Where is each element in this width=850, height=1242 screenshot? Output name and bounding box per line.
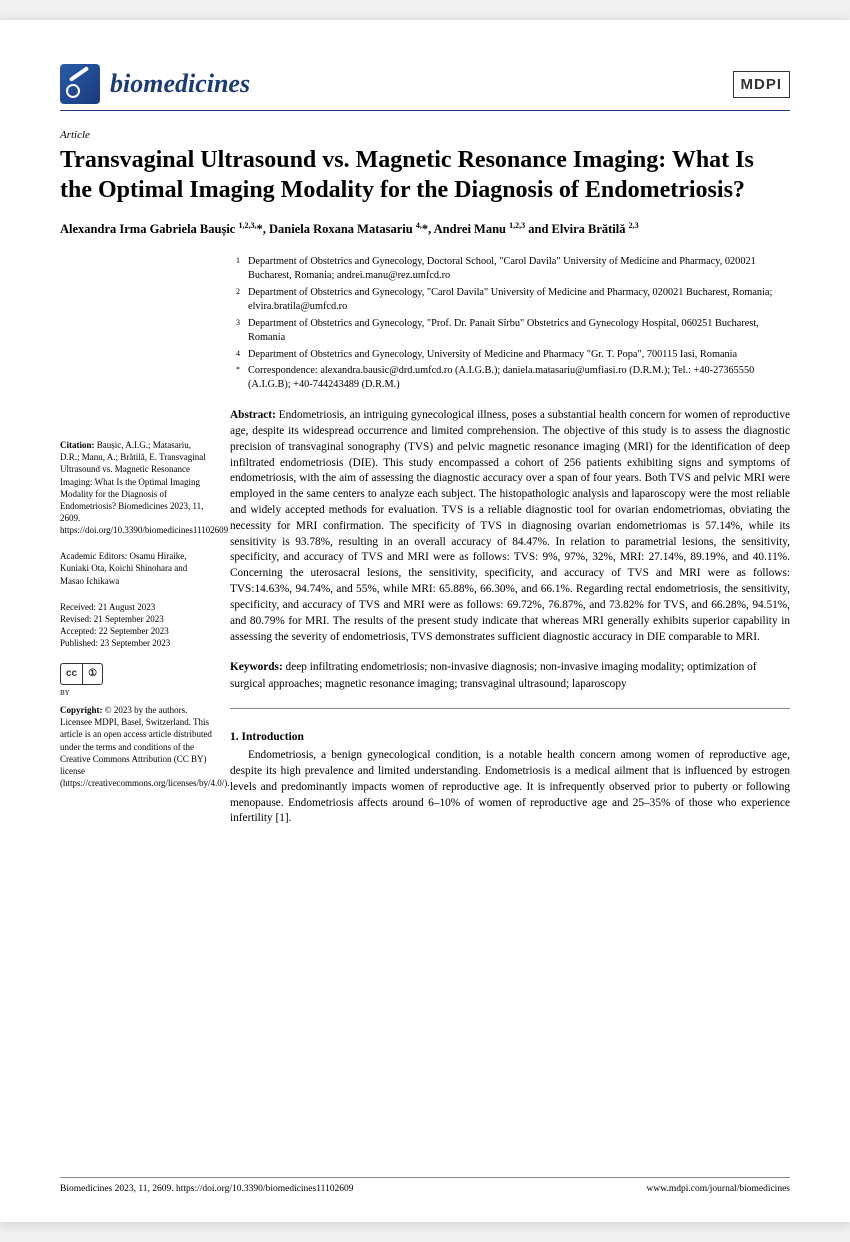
affiliations-list: 1 Department of Obstetrics and Gynecology… (230, 255, 790, 392)
accepted-date: Accepted: 22 September 2023 (60, 625, 212, 637)
citation-label: Citation: (60, 440, 95, 450)
journal-logo-icon (60, 64, 100, 104)
abstract-label: Abstract: (230, 409, 276, 421)
footer-left: Biomedicines 2023, 11, 2609. https://doi… (60, 1184, 354, 1194)
affiliation-text: Department of Obstetrics and Gynecology,… (248, 348, 737, 362)
by-icon: ① (82, 664, 102, 684)
affiliation-item: 2 Department of Obstetrics and Gynecology… (230, 286, 790, 314)
affiliation-item: * Correspondence: alexandra.bausic@drd.um… (230, 364, 790, 392)
sidebar: Citation: Baușic, A.I.G.; Matasariu, D.R… (60, 255, 212, 827)
abstract: Abstract: Endometriosis, an intriguing g… (230, 408, 790, 645)
section-1-body: Endometriosis, a benign gynecological co… (230, 748, 790, 827)
editors-label: Academic Editors: (60, 551, 127, 561)
affiliation-text: Department of Obstetrics and Gynecology,… (248, 255, 790, 283)
published-date: Published: 23 September 2023 (60, 637, 212, 649)
article-type: Article (60, 129, 790, 141)
license-block: cc ① BY Copyright: © 2023 by the authors… (60, 663, 212, 789)
page-footer: Biomedicines 2023, 11, 2609. https://doi… (60, 1177, 790, 1194)
cc-icon: cc (61, 664, 82, 684)
copyright-label: Copyright: (60, 705, 103, 715)
affiliation-item: 1 Department of Obstetrics and Gynecology… (230, 255, 790, 283)
affiliation-marker: * (230, 364, 240, 392)
keywords: Keywords: deep infiltrating endometriosi… (230, 659, 790, 709)
affiliation-item: 3 Department of Obstetrics and Gynecology… (230, 317, 790, 345)
citation-text: Baușic, A.I.G.; Matasariu, D.R.; Manu, A… (60, 440, 228, 535)
affiliation-text: Correspondence: alexandra.bausic@drd.umf… (248, 364, 790, 392)
keywords-text: deep infiltrating endometriosis; non-inv… (230, 661, 757, 689)
authors-line: Alexandra Irma Gabriela Baușic 1,2,3,*, … (60, 221, 790, 237)
citation-block: Citation: Baușic, A.I.G.; Matasariu, D.R… (60, 439, 212, 536)
footer-right: www.mdpi.com/journal/biomedicines (647, 1184, 790, 1194)
copyright-text: © 2023 by the authors. Licensee MDPI, Ba… (60, 705, 230, 788)
received-date: Received: 21 August 2023 (60, 601, 212, 613)
affiliation-text: Department of Obstetrics and Gynecology,… (248, 317, 790, 345)
keywords-label: Keywords: (230, 661, 283, 673)
affiliation-marker: 4 (230, 348, 240, 362)
revised-date: Revised: 21 September 2023 (60, 613, 212, 625)
publisher-badge: MDPI (733, 71, 791, 98)
page: biomedicines MDPI Article Transvaginal U… (0, 20, 850, 1222)
editors-block: Academic Editors: Osamu Hiraike, Kuniaki… (60, 550, 212, 586)
dates-block: Received: 21 August 2023 Revised: 21 Sep… (60, 601, 212, 650)
two-column-area: Citation: Baușic, A.I.G.; Matasariu, D.R… (60, 255, 790, 827)
cc-by-text: BY (60, 689, 212, 698)
header: biomedicines MDPI (60, 64, 790, 111)
affiliation-item: 4 Department of Obstetrics and Gynecology… (230, 348, 790, 362)
main-content: 1 Department of Obstetrics and Gynecology… (230, 255, 790, 827)
affiliation-text: Department of Obstetrics and Gynecology,… (248, 286, 790, 314)
section-1-heading: 1. Introduction (230, 729, 790, 745)
journal-name: biomedicines (110, 69, 250, 99)
affiliation-marker: 2 (230, 286, 240, 314)
article-title: Transvaginal Ultrasound vs. Magnetic Res… (60, 145, 790, 205)
affiliation-marker: 3 (230, 317, 240, 345)
journal-logo: biomedicines (60, 64, 250, 104)
affiliation-marker: 1 (230, 255, 240, 283)
cc-badge-icon: cc ① (60, 663, 103, 685)
abstract-text: Endometriosis, an intriguing gynecologic… (230, 409, 790, 642)
